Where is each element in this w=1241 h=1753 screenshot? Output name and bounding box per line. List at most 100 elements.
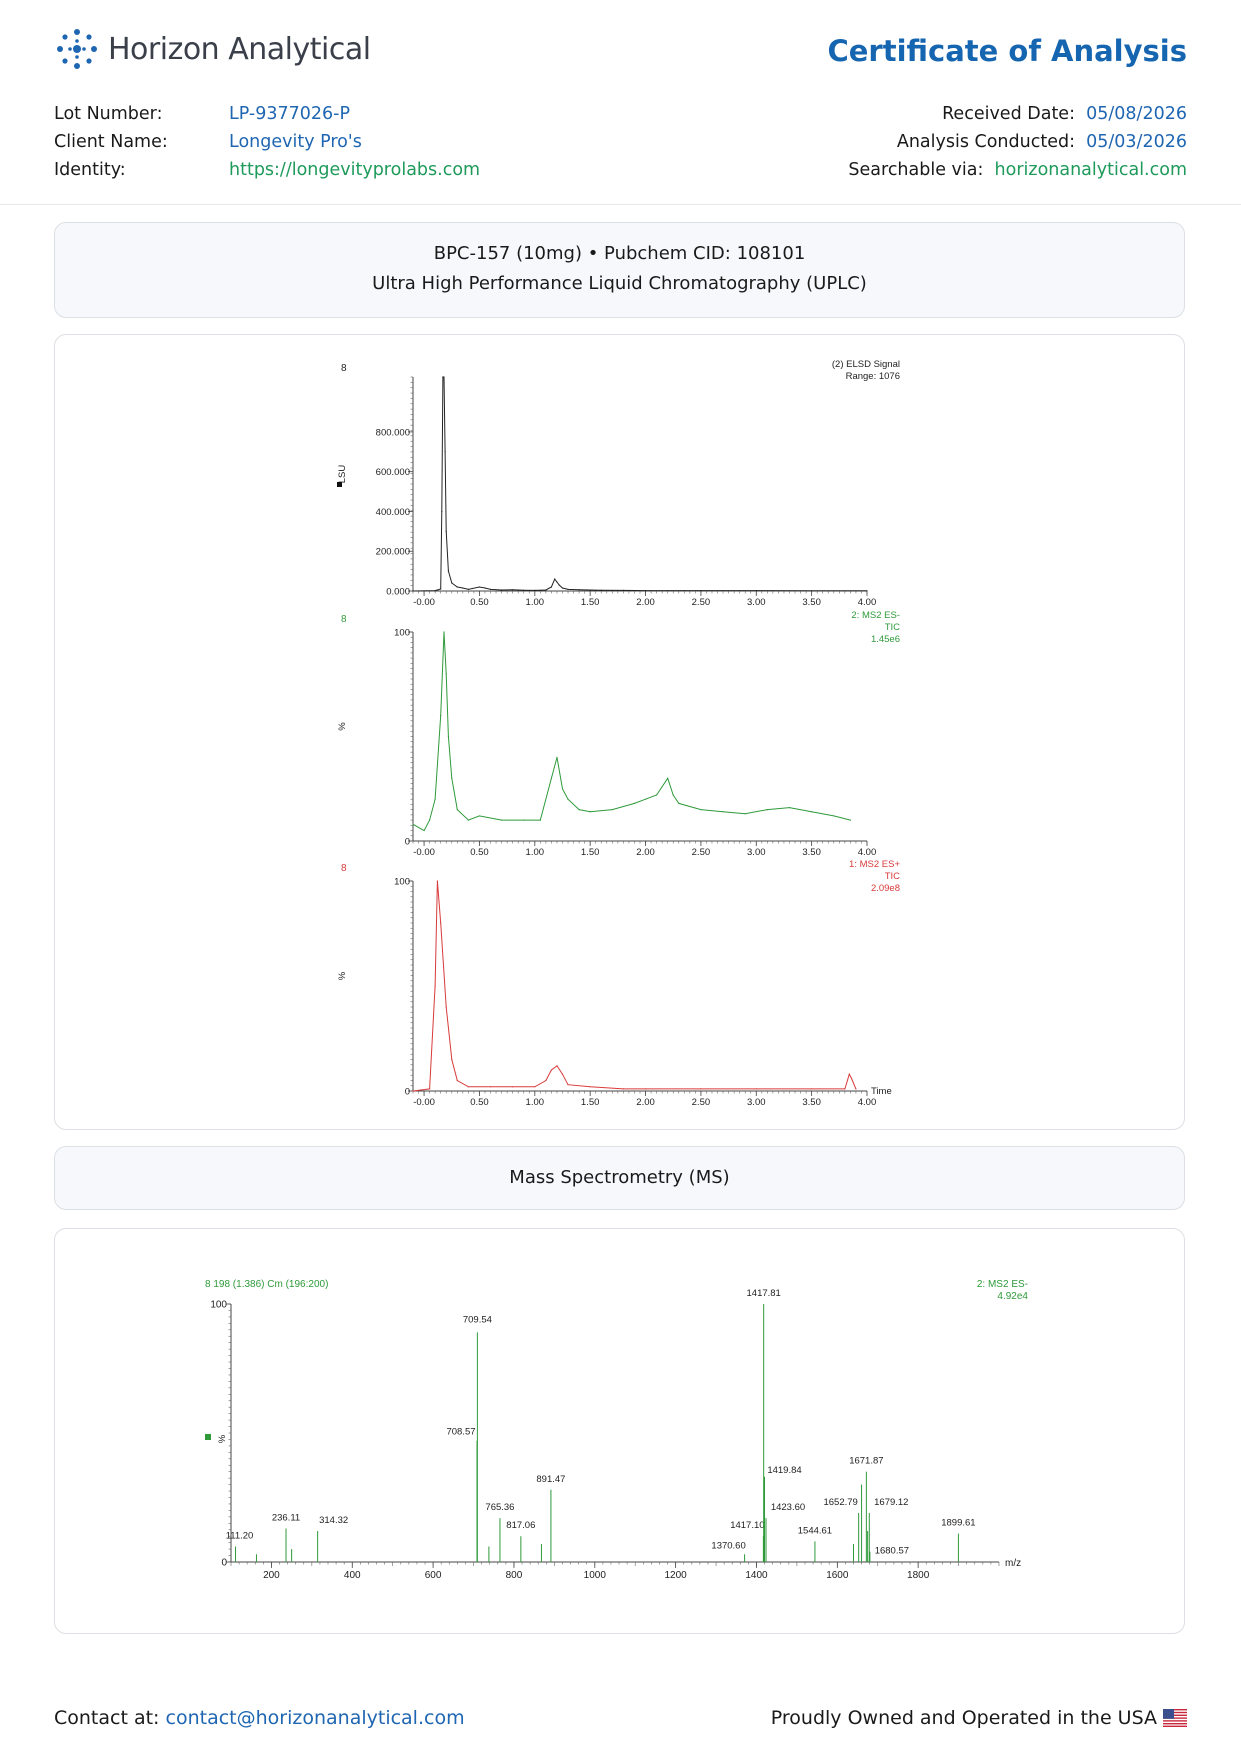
data-point xyxy=(866,590,868,592)
ms-title: 8 198 (1.386) Cm (196:200) xyxy=(205,1279,328,1290)
y-tick-label: 200.000 xyxy=(376,547,410,558)
series-line xyxy=(412,880,857,1092)
x-tick-label: 400 xyxy=(344,1570,361,1581)
horizon-logo-icon xyxy=(57,29,97,69)
ms-peak-label: 1423.60 xyxy=(771,1502,805,1513)
data-point xyxy=(678,802,680,804)
data-point xyxy=(755,1088,757,1090)
data-point xyxy=(611,809,613,811)
data-point xyxy=(811,811,813,813)
x-tick-label: 3.00 xyxy=(747,597,766,608)
x-tick-label: 0.50 xyxy=(470,597,489,608)
identity-link[interactable]: https://longevityprolabs.com xyxy=(229,160,481,180)
data-point xyxy=(489,1086,492,1088)
ms-peak-label: 1370.60 xyxy=(711,1540,745,1551)
x-tick-label: 4.00 xyxy=(858,597,877,608)
client-name-value: Longevity Pro's xyxy=(229,132,362,152)
data-point xyxy=(811,590,813,592)
ms-peak-label: 891.47 xyxy=(536,1474,565,1485)
ylabel-marker xyxy=(205,1434,211,1440)
x-tick-label: 3.50 xyxy=(802,597,821,608)
ms-peak-label: 1652.79 xyxy=(823,1497,857,1508)
uplc-chart-card: -0.00 0.50 1.00 1.50 2.00 2.50 3.00 3.50 4.00 0.0… xyxy=(54,334,1185,1130)
x-tick-label: 1.50 xyxy=(581,597,600,608)
searchable-link[interactable]: horizonanalytical.com xyxy=(994,160,1187,180)
ylabel-marker xyxy=(337,482,342,487)
data-point xyxy=(534,589,536,592)
ms-peak-label: 1680.57 xyxy=(875,1546,909,1557)
ms-peak-label: 1671.87 xyxy=(849,1456,883,1467)
ms-header-line: 4.92e4 xyxy=(997,1291,1028,1302)
y-tick-label: 0 xyxy=(405,1087,410,1098)
brand-logo: Horizon Analytical xyxy=(54,26,371,72)
x-tick-label: 1.00 xyxy=(526,1097,545,1108)
x-tick-label: 800 xyxy=(506,1570,523,1581)
y-tick-label: 100 xyxy=(210,1300,227,1311)
data-point xyxy=(567,1084,569,1086)
data-point xyxy=(600,589,602,591)
data-point xyxy=(534,1086,536,1088)
panel-header-line: (2) ELSD Signal xyxy=(832,359,900,370)
data-point xyxy=(545,1079,547,1082)
data-point xyxy=(412,823,414,825)
uplc-title-line2: Ultra High Performance Liquid Chromatogr… xyxy=(372,273,867,294)
y-tick-label: 0 xyxy=(221,1558,227,1569)
series-line xyxy=(412,376,867,592)
panel-header-line: 1.45e6 xyxy=(871,634,900,645)
ms-peak-label: 236.11 xyxy=(272,1512,300,1523)
panel-header-line: TIC xyxy=(885,871,900,882)
uplc-panel-3: -0.00 0.50 1.00 1.50 2.00 2.50 3.00 3.50 4.00 0 10… xyxy=(337,859,900,1108)
x-tick-label: 1.50 xyxy=(581,847,600,858)
data-point xyxy=(434,798,436,800)
data-point xyxy=(467,588,469,591)
y-axis-label: % xyxy=(337,722,348,731)
ms-chart-card: 200 400 600 800 1000 1200 1400 1600 1800 0 100 m/z%… xyxy=(54,1228,1185,1634)
ms-peak-label: 314.32 xyxy=(319,1515,348,1526)
data-point xyxy=(633,802,636,804)
data-point xyxy=(561,1073,564,1075)
data-point xyxy=(423,829,425,832)
data-point xyxy=(833,815,835,817)
x-tick-label: 3.00 xyxy=(747,1097,766,1108)
header-divider xyxy=(0,204,1241,205)
data-point xyxy=(451,582,453,584)
lot-number-label: Lot Number: xyxy=(54,104,163,124)
data-point xyxy=(456,809,458,811)
data-point xyxy=(567,798,569,800)
ms-peak-label: 708.57 xyxy=(446,1427,475,1438)
x-tick-label: 4.00 xyxy=(858,1097,877,1108)
x-axis-label: Time xyxy=(871,1086,892,1097)
footer-contact: Contact at: contact@horizonanalytical.co… xyxy=(54,1707,465,1729)
x-tick-label: 1000 xyxy=(584,1570,607,1581)
data-point xyxy=(622,1088,624,1090)
data-point xyxy=(523,819,525,821)
contact-email-link[interactable]: contact@horizonanalytical.com xyxy=(165,1707,465,1729)
document-title: Certificate of Analysis xyxy=(827,34,1187,68)
x-tick-label: 0.50 xyxy=(470,847,489,858)
x-tick-label: 2.50 xyxy=(692,597,711,608)
data-point xyxy=(462,587,464,589)
data-point xyxy=(545,589,547,591)
panel-header-line: Range: 1076 xyxy=(846,371,900,382)
ms-peak-label: 111.20 xyxy=(226,1531,254,1542)
brand-name: Horizon Analytical xyxy=(108,31,371,67)
us-flag-icon xyxy=(1163,1709,1187,1727)
data-point xyxy=(700,809,702,811)
ms-peak-label: 1899.61 xyxy=(941,1518,975,1529)
data-point xyxy=(412,590,414,592)
y-axis-label: % xyxy=(217,1434,228,1443)
x-tick-label: -0.00 xyxy=(413,1097,435,1108)
x-tick-label: 3.00 xyxy=(747,847,766,858)
data-point xyxy=(447,570,450,572)
y-tick-label: 100 xyxy=(394,877,410,888)
panel-header-line: 1: MS2 ES+ xyxy=(849,859,900,870)
panel-header-line: TIC xyxy=(885,622,900,633)
mass-spectrum: 200 400 600 800 1000 1200 1400 1600 1800 0 100 m/z%… xyxy=(205,1279,1028,1581)
ms-peak-label: 1544.61 xyxy=(798,1525,832,1536)
x-tick-label: 2.00 xyxy=(636,1097,655,1108)
ms-peak-label: 1417.81 xyxy=(747,1288,781,1299)
data-point xyxy=(440,922,442,924)
y-tick-label: 800.000 xyxy=(376,427,410,438)
data-point xyxy=(850,1077,853,1079)
data-point xyxy=(848,1073,850,1075)
